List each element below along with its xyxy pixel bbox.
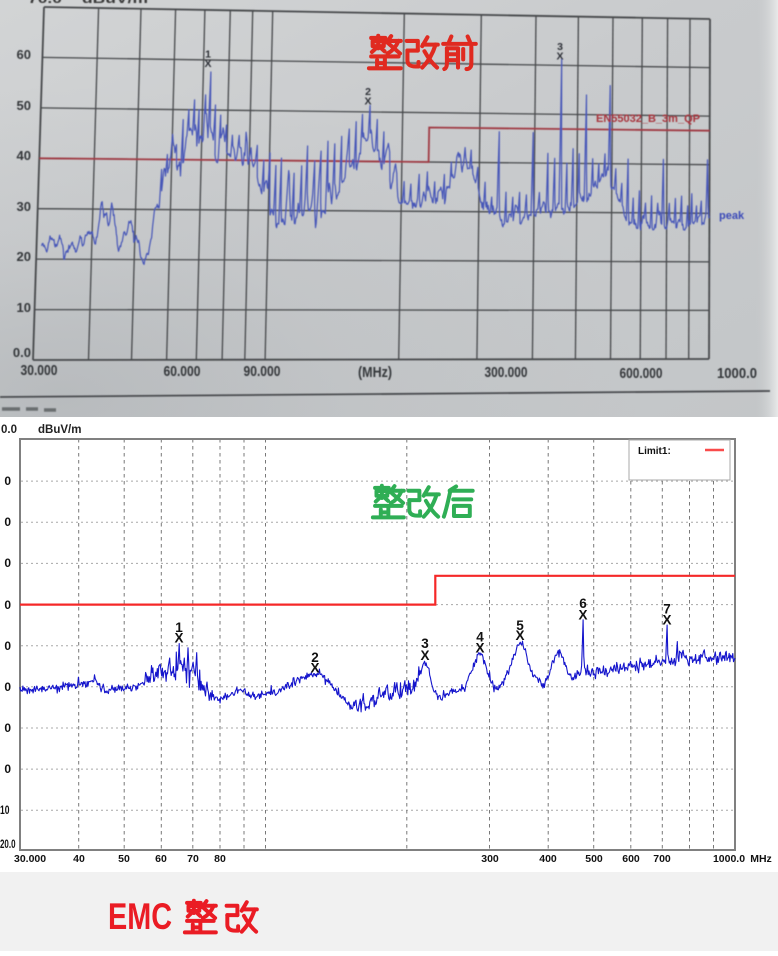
svg-text:0: 0 (4, 721, 11, 735)
svg-text:20: 20 (17, 249, 31, 264)
svg-text:400: 400 (539, 853, 557, 865)
svg-text:40: 40 (73, 853, 85, 865)
svg-text:0: 0 (4, 762, 11, 776)
svg-text:10: 10 (0, 803, 10, 817)
svg-text:0: 0 (4, 556, 11, 570)
svg-text:2: 2 (365, 86, 371, 98)
svg-text:X: X (204, 58, 211, 70)
svg-text:1: 1 (205, 49, 211, 61)
svg-text:X: X (662, 613, 671, 628)
svg-text:0: 0 (4, 639, 11, 653)
svg-text:20.0: 20.0 (0, 837, 16, 851)
svg-text:dBuV/m: dBuV/m (38, 424, 81, 436)
svg-text:0.0: 0.0 (1, 424, 17, 436)
svg-text:MHz: MHz (750, 853, 772, 865)
svg-text:600: 600 (622, 853, 640, 865)
svg-text:0: 0 (4, 474, 11, 488)
svg-text:1000.0: 1000.0 (717, 365, 757, 382)
svg-text:60: 60 (17, 47, 31, 62)
svg-text:X: X (310, 661, 319, 676)
svg-text:500: 500 (585, 853, 603, 865)
svg-text:7: 7 (663, 602, 671, 617)
svg-text:X: X (364, 96, 371, 108)
svg-text:10: 10 (17, 300, 31, 315)
svg-text:X: X (556, 51, 563, 63)
svg-text:3: 3 (421, 636, 429, 651)
svg-text:6: 6 (579, 596, 587, 611)
svg-text:0: 0 (4, 680, 11, 694)
svg-text:50: 50 (118, 853, 130, 865)
svg-text:X: X (515, 628, 524, 643)
svg-text:70.0: 70.0 (28, 0, 62, 6)
svg-text:600.000: 600.000 (620, 365, 663, 382)
svg-text:1: 1 (175, 620, 183, 635)
svg-text:60.000: 60.000 (164, 363, 201, 380)
svg-text:(MHz): (MHz) (358, 364, 392, 381)
svg-text:5: 5 (516, 618, 524, 633)
svg-text:0: 0 (4, 598, 11, 612)
svg-text:300.000: 300.000 (485, 364, 528, 381)
svg-text:4: 4 (476, 630, 484, 645)
svg-text:X: X (420, 648, 429, 663)
svg-text:3: 3 (557, 41, 563, 53)
svg-text:700: 700 (653, 853, 671, 865)
svg-text:0: 0 (4, 515, 11, 529)
svg-text:80: 80 (214, 853, 226, 865)
svg-text:30.000: 30.000 (21, 362, 58, 379)
svg-text:EMC: EMC (108, 896, 172, 937)
svg-text:50: 50 (17, 98, 31, 113)
svg-text:X: X (174, 631, 183, 646)
svg-text:EN55032_B_3m_QP: EN55032_B_3m_QP (596, 113, 700, 125)
svg-text:70: 70 (187, 853, 199, 865)
svg-text:300: 300 (481, 853, 499, 865)
svg-text:2: 2 (311, 650, 319, 665)
svg-text:90.000: 90.000 (244, 363, 281, 380)
svg-text:30: 30 (17, 199, 31, 214)
svg-text:Limit1:: Limit1: (638, 446, 671, 457)
svg-text:40: 40 (17, 148, 31, 163)
svg-text:X: X (475, 641, 484, 656)
svg-text:dBuV/m: dBuV/m (82, 0, 148, 6)
svg-text:60: 60 (155, 853, 167, 865)
svg-text:X: X (578, 608, 587, 623)
svg-text:peak: peak (719, 210, 745, 222)
svg-text:1000.0: 1000.0 (713, 853, 745, 865)
svg-text:0.0: 0.0 (13, 345, 31, 360)
svg-text:30.000: 30.000 (14, 853, 46, 865)
